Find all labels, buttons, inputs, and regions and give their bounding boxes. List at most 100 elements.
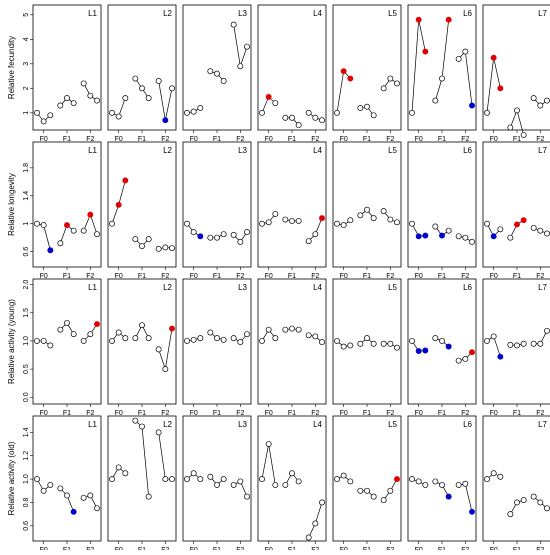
panel-frame [332, 415, 402, 542]
data-point [47, 481, 54, 488]
data-point [64, 492, 70, 499]
data-point [490, 333, 497, 340]
data-point [57, 102, 64, 109]
data-point [520, 131, 527, 138]
data-point [184, 109, 190, 116]
data-point [544, 97, 550, 104]
y-axis-label: Relative fecundity [7, 36, 16, 99]
data-point [289, 114, 295, 121]
data-point [155, 346, 162, 353]
data-point [162, 476, 169, 483]
data-point [94, 231, 100, 238]
panel-frame [107, 278, 177, 405]
data-point [537, 227, 544, 234]
data-point [455, 233, 462, 240]
data-point [439, 481, 445, 488]
data-point [514, 221, 520, 228]
data-point [230, 335, 237, 342]
x-tick-label: F2 [386, 410, 394, 417]
data-point [514, 107, 520, 114]
x-tick-label: F0 [340, 136, 348, 143]
data-point [272, 100, 279, 106]
data-point [462, 48, 469, 55]
data-point [409, 476, 415, 483]
data-point [415, 478, 422, 485]
data-point [230, 231, 237, 238]
panel-title: L4 [313, 9, 322, 18]
data-point [432, 335, 439, 342]
data-point [319, 215, 325, 222]
panel-frame [107, 4, 177, 131]
panel-title: L5 [388, 420, 397, 429]
data-point [394, 219, 400, 226]
data-point [122, 95, 129, 102]
data-point [220, 231, 227, 238]
data-point [109, 109, 115, 116]
data-point [422, 347, 429, 354]
x-tick-label: F1 [213, 410, 221, 417]
data-point [109, 337, 115, 344]
x-tick-label: F2 [386, 136, 394, 143]
panel-title: L1 [88, 283, 97, 292]
data-point [265, 326, 272, 333]
x-tick-label: F1 [438, 136, 446, 143]
data-point [115, 201, 122, 208]
y-tick-label: 3 [23, 62, 30, 66]
data-point [334, 220, 340, 227]
panel-title: L6 [463, 283, 472, 292]
data-point [40, 118, 47, 125]
data-point [340, 68, 347, 75]
data-point [244, 43, 250, 50]
data-point [197, 335, 204, 342]
data-point [432, 478, 439, 485]
series-line [158, 432, 172, 480]
data-point [162, 117, 169, 124]
data-point [207, 473, 214, 480]
data-point [94, 505, 100, 512]
data-point [115, 329, 122, 336]
data-point [40, 222, 47, 229]
data-point [394, 476, 400, 483]
data-point [132, 75, 139, 82]
data-point [537, 102, 544, 109]
data-point [432, 97, 439, 104]
x-tick-label: F1 [138, 136, 146, 143]
x-tick-label: F2 [311, 273, 319, 280]
data-point [514, 499, 520, 506]
panel-title: L7 [538, 9, 547, 18]
data-point [409, 337, 415, 344]
data-point [47, 247, 54, 254]
data-point [439, 337, 445, 344]
data-point [312, 114, 319, 121]
x-tick-label: F2 [161, 136, 169, 143]
data-point [544, 327, 550, 334]
data-point [432, 223, 439, 230]
data-point [334, 337, 340, 344]
panel-frame [482, 141, 550, 268]
data-point [169, 325, 175, 332]
data-point [507, 511, 514, 518]
x-tick-label: F2 [461, 410, 469, 417]
data-point [282, 114, 289, 121]
x-tick-label: F1 [363, 136, 371, 143]
data-point [455, 481, 462, 488]
data-point [295, 478, 302, 485]
data-point [364, 103, 370, 110]
data-point [265, 93, 272, 100]
x-tick-label: F2 [161, 273, 169, 280]
y-tick-label: 0.6 [23, 521, 30, 531]
data-point [380, 85, 387, 92]
data-point [347, 478, 354, 485]
x-tick-label: F1 [138, 410, 146, 417]
panel-frame [182, 415, 252, 542]
x-tick-label: F2 [86, 410, 94, 417]
data-point [259, 476, 265, 483]
x-tick-label: F0 [490, 273, 498, 280]
series-line [135, 420, 150, 497]
data-point [497, 353, 504, 360]
data-point [544, 230, 550, 237]
data-point [469, 238, 475, 245]
data-point [57, 326, 64, 333]
data-point [445, 343, 452, 350]
data-point [357, 104, 364, 111]
